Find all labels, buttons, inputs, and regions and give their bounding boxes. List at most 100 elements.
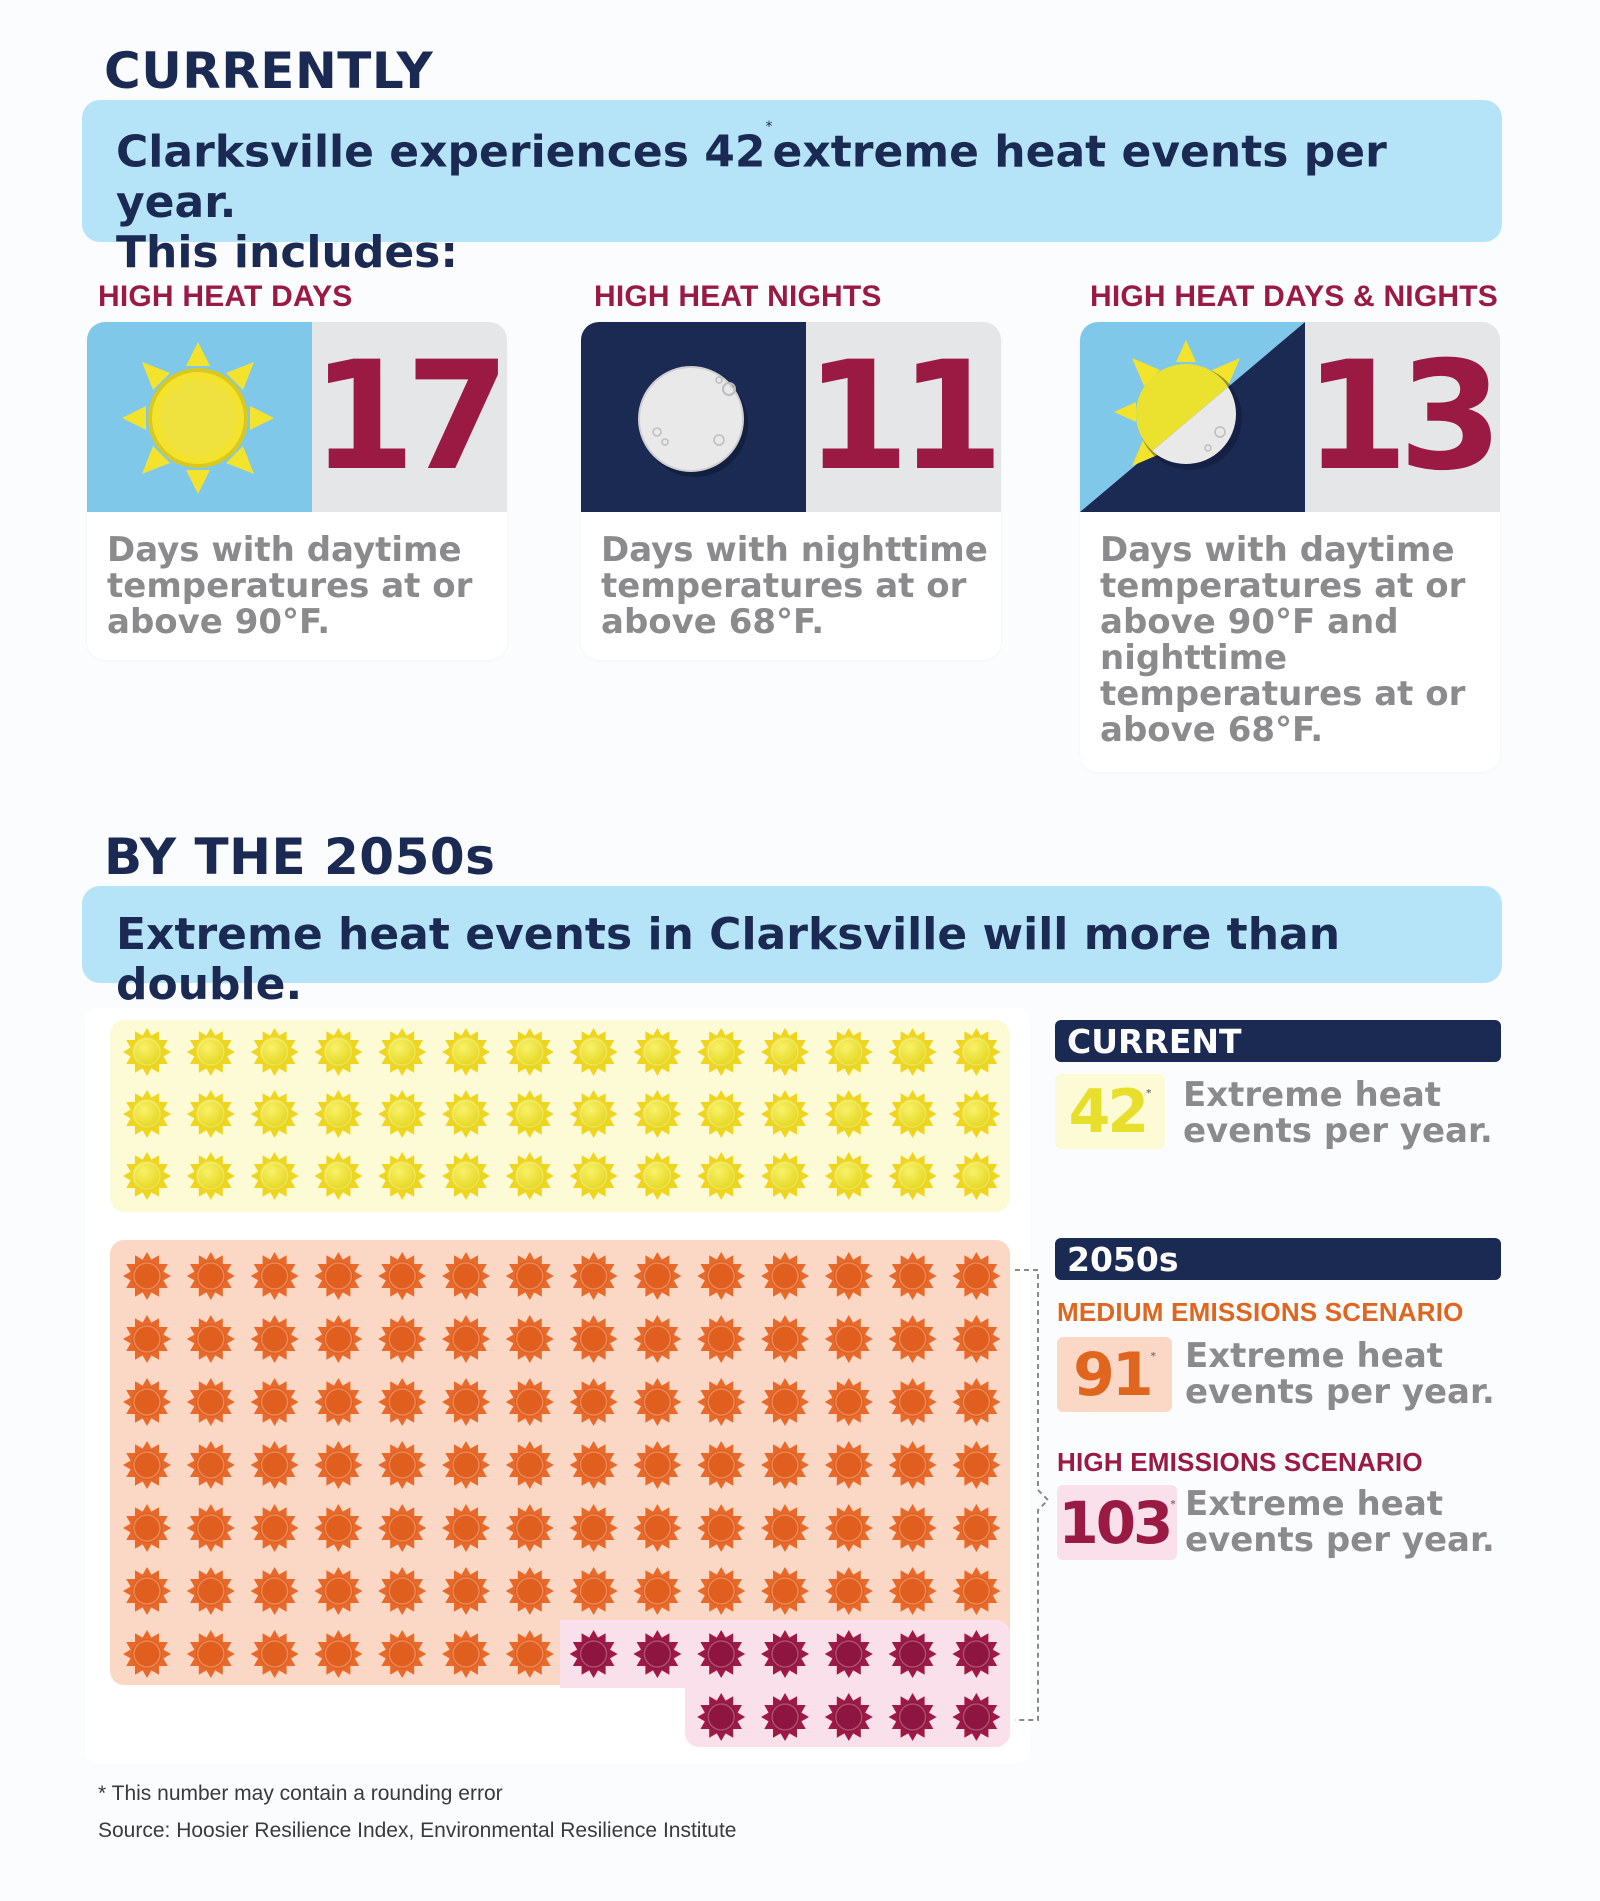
current-event-icon — [697, 1152, 746, 1200]
current-event-icon — [250, 1152, 299, 1200]
future-banner-bold: more than double. — [116, 909, 1341, 1010]
medium-event-icon — [569, 1504, 618, 1552]
high-heat-nights-description: Days with nighttime temperatures at or a… — [601, 530, 988, 642]
medium-event-icon — [505, 1252, 554, 1300]
high-heat-nights-value: 11 — [805, 330, 1001, 504]
medium-event-icon — [952, 1252, 1001, 1300]
current-event-icon — [505, 1028, 554, 1076]
legend-current-value: 42 — [1068, 1076, 1149, 1147]
current-event-icon — [569, 1028, 618, 1076]
medium-event-icon — [442, 1630, 490, 1678]
current-event-icon — [569, 1152, 618, 1200]
medium-event-icon — [442, 1252, 490, 1300]
current-event-icon — [952, 1090, 1001, 1138]
medium-event-icon — [888, 1567, 937, 1615]
high-event-icon — [888, 1693, 937, 1741]
medium-event-icon — [378, 1252, 427, 1300]
current-event-icon — [442, 1028, 490, 1076]
medium-event-icon — [314, 1252, 363, 1300]
medium-event-icon — [761, 1252, 809, 1300]
medium-event-icon — [888, 1315, 937, 1363]
high-event-icon — [824, 1693, 873, 1741]
high-event-icon — [952, 1693, 1001, 1741]
current-event-icon — [186, 1028, 235, 1076]
sun-icon — [87, 322, 312, 512]
medium-event-icon — [824, 1504, 873, 1552]
current-event-icon — [186, 1152, 235, 1200]
medium-event-icon — [633, 1315, 682, 1363]
medium-event-icon — [697, 1567, 746, 1615]
current-event-icon — [314, 1028, 363, 1076]
current-banner-text-2: extreme heat events per year. — [116, 126, 1387, 228]
medium-event-icon — [186, 1252, 235, 1300]
medium-event-icon — [442, 1441, 490, 1489]
medium-event-icon — [250, 1252, 299, 1300]
source-footnote: Source: Hoosier Resilience Index, Enviro… — [98, 1819, 737, 1842]
current-event-icon — [378, 1152, 427, 1200]
legend-medium-text: Extreme heat events per year. — [1185, 1336, 1495, 1412]
medium-event-icon — [186, 1441, 235, 1489]
current-event-icon — [569, 1090, 618, 1138]
current-banner-line1: Clarksville experiences 42*extreme heat … — [116, 119, 1502, 228]
high-heat-nights-value-pane: 11 — [805, 322, 1001, 512]
medium-event-icon — [952, 1567, 1001, 1615]
current-event-icon — [697, 1028, 746, 1076]
medium-event-icon — [697, 1504, 746, 1552]
current-event-icon — [442, 1090, 490, 1138]
medium-event-icon — [697, 1441, 746, 1489]
medium-event-icon — [442, 1567, 490, 1615]
current-event-icon — [888, 1152, 937, 1200]
medium-event-icon — [505, 1504, 554, 1552]
future-banner: Extreme heat events in Clarksville will … — [82, 886, 1502, 1010]
current-event-icon — [186, 1090, 235, 1138]
medium-event-icon — [505, 1315, 554, 1363]
current-event-icon — [633, 1028, 682, 1076]
medium-event-icon — [378, 1630, 427, 1678]
medium-scenario-label: MEDIUM EMISSIONS SCENARIO — [1057, 1297, 1464, 1327]
current-event-icon — [761, 1152, 809, 1200]
current-banner-number: 42 — [704, 126, 766, 178]
current-event-icon — [123, 1090, 171, 1138]
current-event-icon — [505, 1090, 554, 1138]
medium-event-icon — [505, 1630, 554, 1678]
legend-current-header: CURRENT — [1055, 1020, 1501, 1062]
legend-medium-value: 91 — [1073, 1339, 1153, 1410]
section-title-currently: CURRENTLY — [104, 42, 434, 100]
medium-event-icon — [824, 1315, 873, 1363]
medium-event-icon — [569, 1252, 618, 1300]
section-title-2050s: BY THE 2050s — [104, 828, 496, 886]
medium-event-icon — [442, 1504, 490, 1552]
current-event-icon — [314, 1090, 363, 1138]
medium-event-icon — [761, 1315, 809, 1363]
medium-event-icon — [186, 1504, 235, 1552]
current-event-icon — [250, 1090, 299, 1138]
moon-icon — [581, 322, 806, 512]
medium-event-icon — [633, 1441, 682, 1489]
medium-event-icon — [186, 1630, 235, 1678]
medium-event-icon — [952, 1378, 1001, 1426]
high-heat-days-nights-description: Days with daytime temperatures at or abo… — [1100, 530, 1466, 750]
medium-event-icon — [824, 1567, 873, 1615]
medium-event-icon — [888, 1504, 937, 1552]
legend-high-asterisk: * — [1170, 1499, 1176, 1510]
medium-event-icon — [569, 1378, 618, 1426]
category-label-nights: HIGH HEAT NIGHTS — [594, 280, 882, 313]
high-heat-days-nights-value-pane: 13 — [1304, 322, 1500, 512]
medium-event-icon — [186, 1378, 235, 1426]
current-event-icon — [697, 1090, 746, 1138]
current-event-icon — [952, 1152, 1001, 1200]
medium-event-icon — [442, 1315, 490, 1363]
legend-high-text: Extreme heat events per year. — [1185, 1484, 1495, 1560]
legend-medium-asterisk: * — [1150, 1351, 1156, 1362]
medium-event-icon — [378, 1504, 427, 1552]
high-heat-days-description: Days with daytime temperatures at or abo… — [107, 530, 473, 642]
medium-event-icon — [123, 1378, 171, 1426]
medium-event-icon — [761, 1504, 809, 1552]
high-heat-days-value: 17 — [311, 330, 507, 504]
medium-event-icon — [314, 1441, 363, 1489]
medium-event-icon — [314, 1504, 363, 1552]
legend-medium-badge: 91 * — [1057, 1337, 1172, 1412]
legend-current-badge: 42 * — [1055, 1074, 1165, 1149]
legend-2050s-header: 2050s — [1055, 1238, 1501, 1280]
current-event-icon — [123, 1152, 171, 1200]
